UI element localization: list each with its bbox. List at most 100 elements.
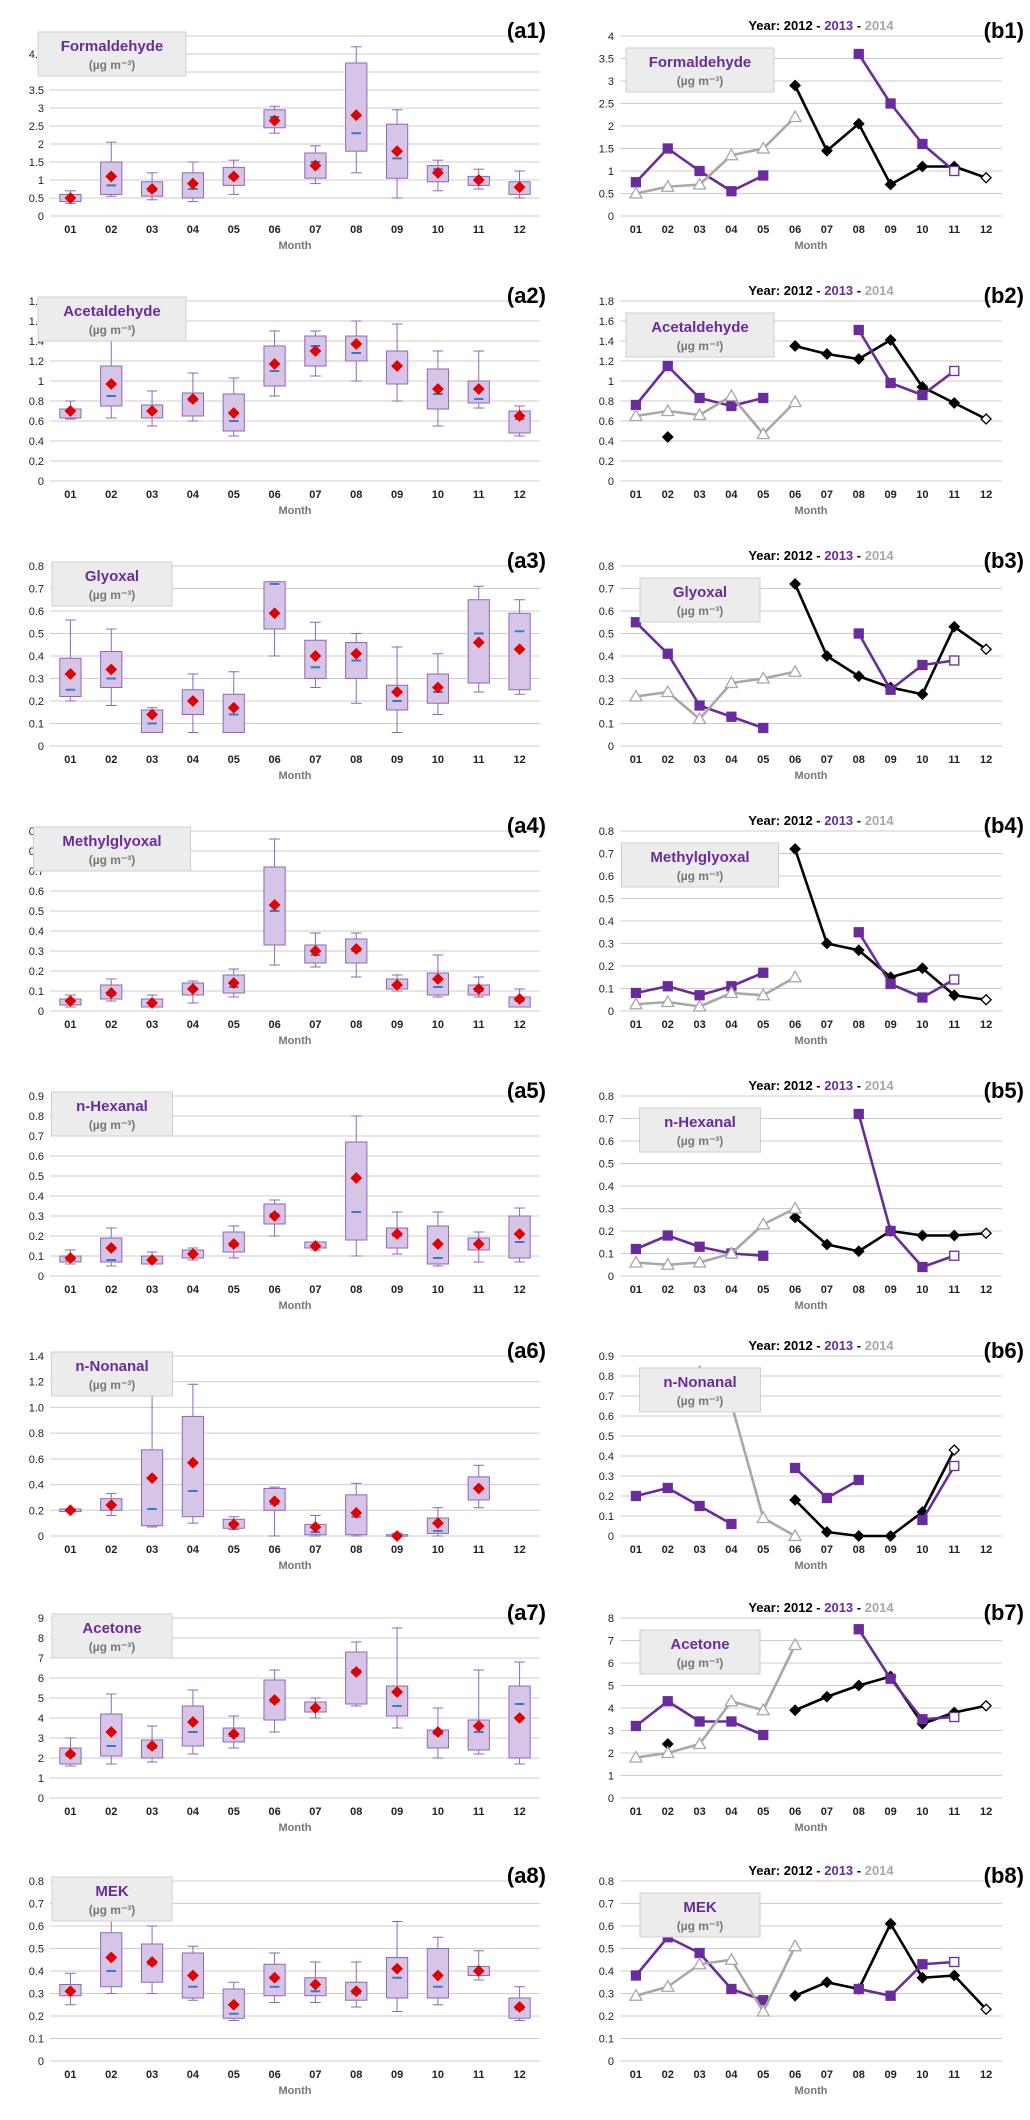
y-tick-label: 0.8	[29, 396, 44, 408]
point-y2014	[628, 186, 644, 199]
series-y2013-segment	[889, 102, 924, 145]
mean-marker	[186, 1456, 199, 1469]
series-y2012-segment	[826, 1243, 860, 1253]
x-tick-label: 05	[228, 754, 240, 766]
mean-marker	[186, 983, 199, 995]
y-tick-label: 1.2	[29, 356, 44, 368]
year-legend-part: 2013	[824, 548, 853, 563]
y-tick-label: 0.5	[29, 1944, 44, 1956]
y-tick-label: 0.5	[599, 894, 614, 906]
series-y2012-segment	[890, 686, 923, 696]
x-tick-label: 08	[853, 1544, 865, 1556]
mean-marker	[64, 1252, 77, 1264]
mean-marker	[431, 166, 444, 179]
x-tick-label: 07	[821, 1019, 833, 1031]
y-tick-label: 0.6	[29, 416, 44, 428]
x-tick-label: 09	[391, 1806, 403, 1818]
mean-marker	[350, 109, 363, 122]
x-tick-label: 09	[391, 1284, 403, 1296]
x-tick-label: 08	[350, 2069, 362, 2081]
y-tick-label: 0.4	[599, 436, 614, 448]
x-tick-label: 06	[789, 2069, 801, 2081]
mean-marker	[309, 945, 322, 957]
mean-marker	[227, 1518, 240, 1531]
series-y2012-segment	[826, 122, 860, 152]
mean-marker	[64, 668, 77, 680]
point-y2012	[980, 1227, 993, 1240]
y-tick-label: 0	[608, 1531, 614, 1543]
y-tick-label: 0.8	[29, 1428, 44, 1440]
x-tick-label: 11	[473, 489, 485, 501]
mean-marker	[391, 1228, 404, 1240]
x-tick-label: 04	[725, 489, 738, 501]
point-y2013	[630, 399, 642, 411]
point-y2012	[916, 688, 929, 701]
year-legend-part: Year: 2012 -	[748, 1863, 824, 1878]
x-tick-label: 09	[391, 2069, 403, 2081]
x-tick-label: 02	[662, 2069, 674, 2081]
x-tick-label: 05	[228, 1544, 240, 1556]
y-tick-label: 0.7	[599, 584, 614, 596]
x-tick-label: 02	[105, 1284, 117, 1296]
mean-marker	[513, 1712, 526, 1724]
unit-label: (µg m⁻³)	[89, 1903, 136, 1917]
y-tick-label: 0.1	[29, 2034, 44, 2046]
y-tick-label: 0	[38, 741, 44, 753]
year-legend-part: 2013	[824, 1338, 853, 1353]
series-y2013-segment	[921, 143, 956, 172]
point-y2013	[726, 400, 737, 412]
y-tick-label: 0.3	[599, 1204, 614, 1216]
y-tick-label: 8	[38, 1633, 44, 1645]
mean-marker	[472, 1238, 485, 1250]
point-y2014	[660, 684, 675, 698]
point-y2013	[853, 1624, 864, 1635]
point-y2013	[662, 1482, 673, 1494]
series-y2014-segment	[731, 147, 764, 157]
x-tick-label: 10	[916, 1806, 928, 1818]
series-y2012-segment	[953, 625, 987, 651]
year-legend-part: 2013	[824, 813, 853, 828]
point-y2013	[662, 1230, 673, 1241]
unit-label: (µg m⁻³)	[89, 853, 136, 867]
x-tick-label: 06	[789, 489, 801, 501]
point-y2013	[662, 648, 673, 659]
year-legend-part: 2014	[865, 283, 895, 298]
x-tick-label: 08	[853, 754, 865, 766]
series-y2014-segment	[635, 690, 668, 698]
point-y2014	[660, 1979, 675, 1992]
series-y2012-segment	[857, 1923, 892, 1990]
year-legend-part: 2013	[824, 1078, 853, 1093]
x-axis-label: Month	[279, 240, 312, 252]
series-y2014-segment	[635, 409, 668, 418]
series-y2013-segment	[857, 1113, 892, 1232]
point-y2012	[980, 993, 993, 1006]
y-tick-label: 0.4	[599, 1181, 614, 1193]
unit-label: (µg m⁻³)	[677, 339, 724, 353]
y-tick-label: 9	[38, 1613, 44, 1625]
x-tick-label: 10	[432, 754, 444, 766]
series-y2012-segment	[953, 401, 987, 421]
point-y2013	[917, 659, 928, 671]
y-tick-label: 0	[38, 1531, 44, 1543]
x-tick-label: 08	[350, 754, 362, 766]
y-tick-label: 0.3	[29, 1211, 44, 1223]
y-tick-label: 0.4	[599, 916, 614, 928]
point-y2012	[789, 1211, 802, 1224]
y-tick-label: 2.5	[29, 121, 44, 133]
point-y2014	[724, 388, 739, 402]
series-y2013-segment	[730, 715, 764, 730]
x-axis-label: Month	[795, 1822, 828, 1834]
point-y2014	[787, 969, 803, 983]
x-tick-label: 05	[228, 224, 240, 236]
point-y2013	[694, 700, 705, 711]
point-y2013	[758, 967, 769, 978]
title-box	[37, 296, 187, 342]
point-y2013	[758, 392, 769, 404]
x-tick-label: 04	[187, 2069, 200, 2081]
title-box	[621, 842, 779, 888]
panel-label: (a3)	[507, 548, 546, 573]
point-y2013	[789, 1462, 801, 1474]
point-y2014	[787, 1201, 803, 1214]
point-y2013	[694, 1500, 705, 1512]
x-tick-label: 11	[473, 754, 485, 766]
